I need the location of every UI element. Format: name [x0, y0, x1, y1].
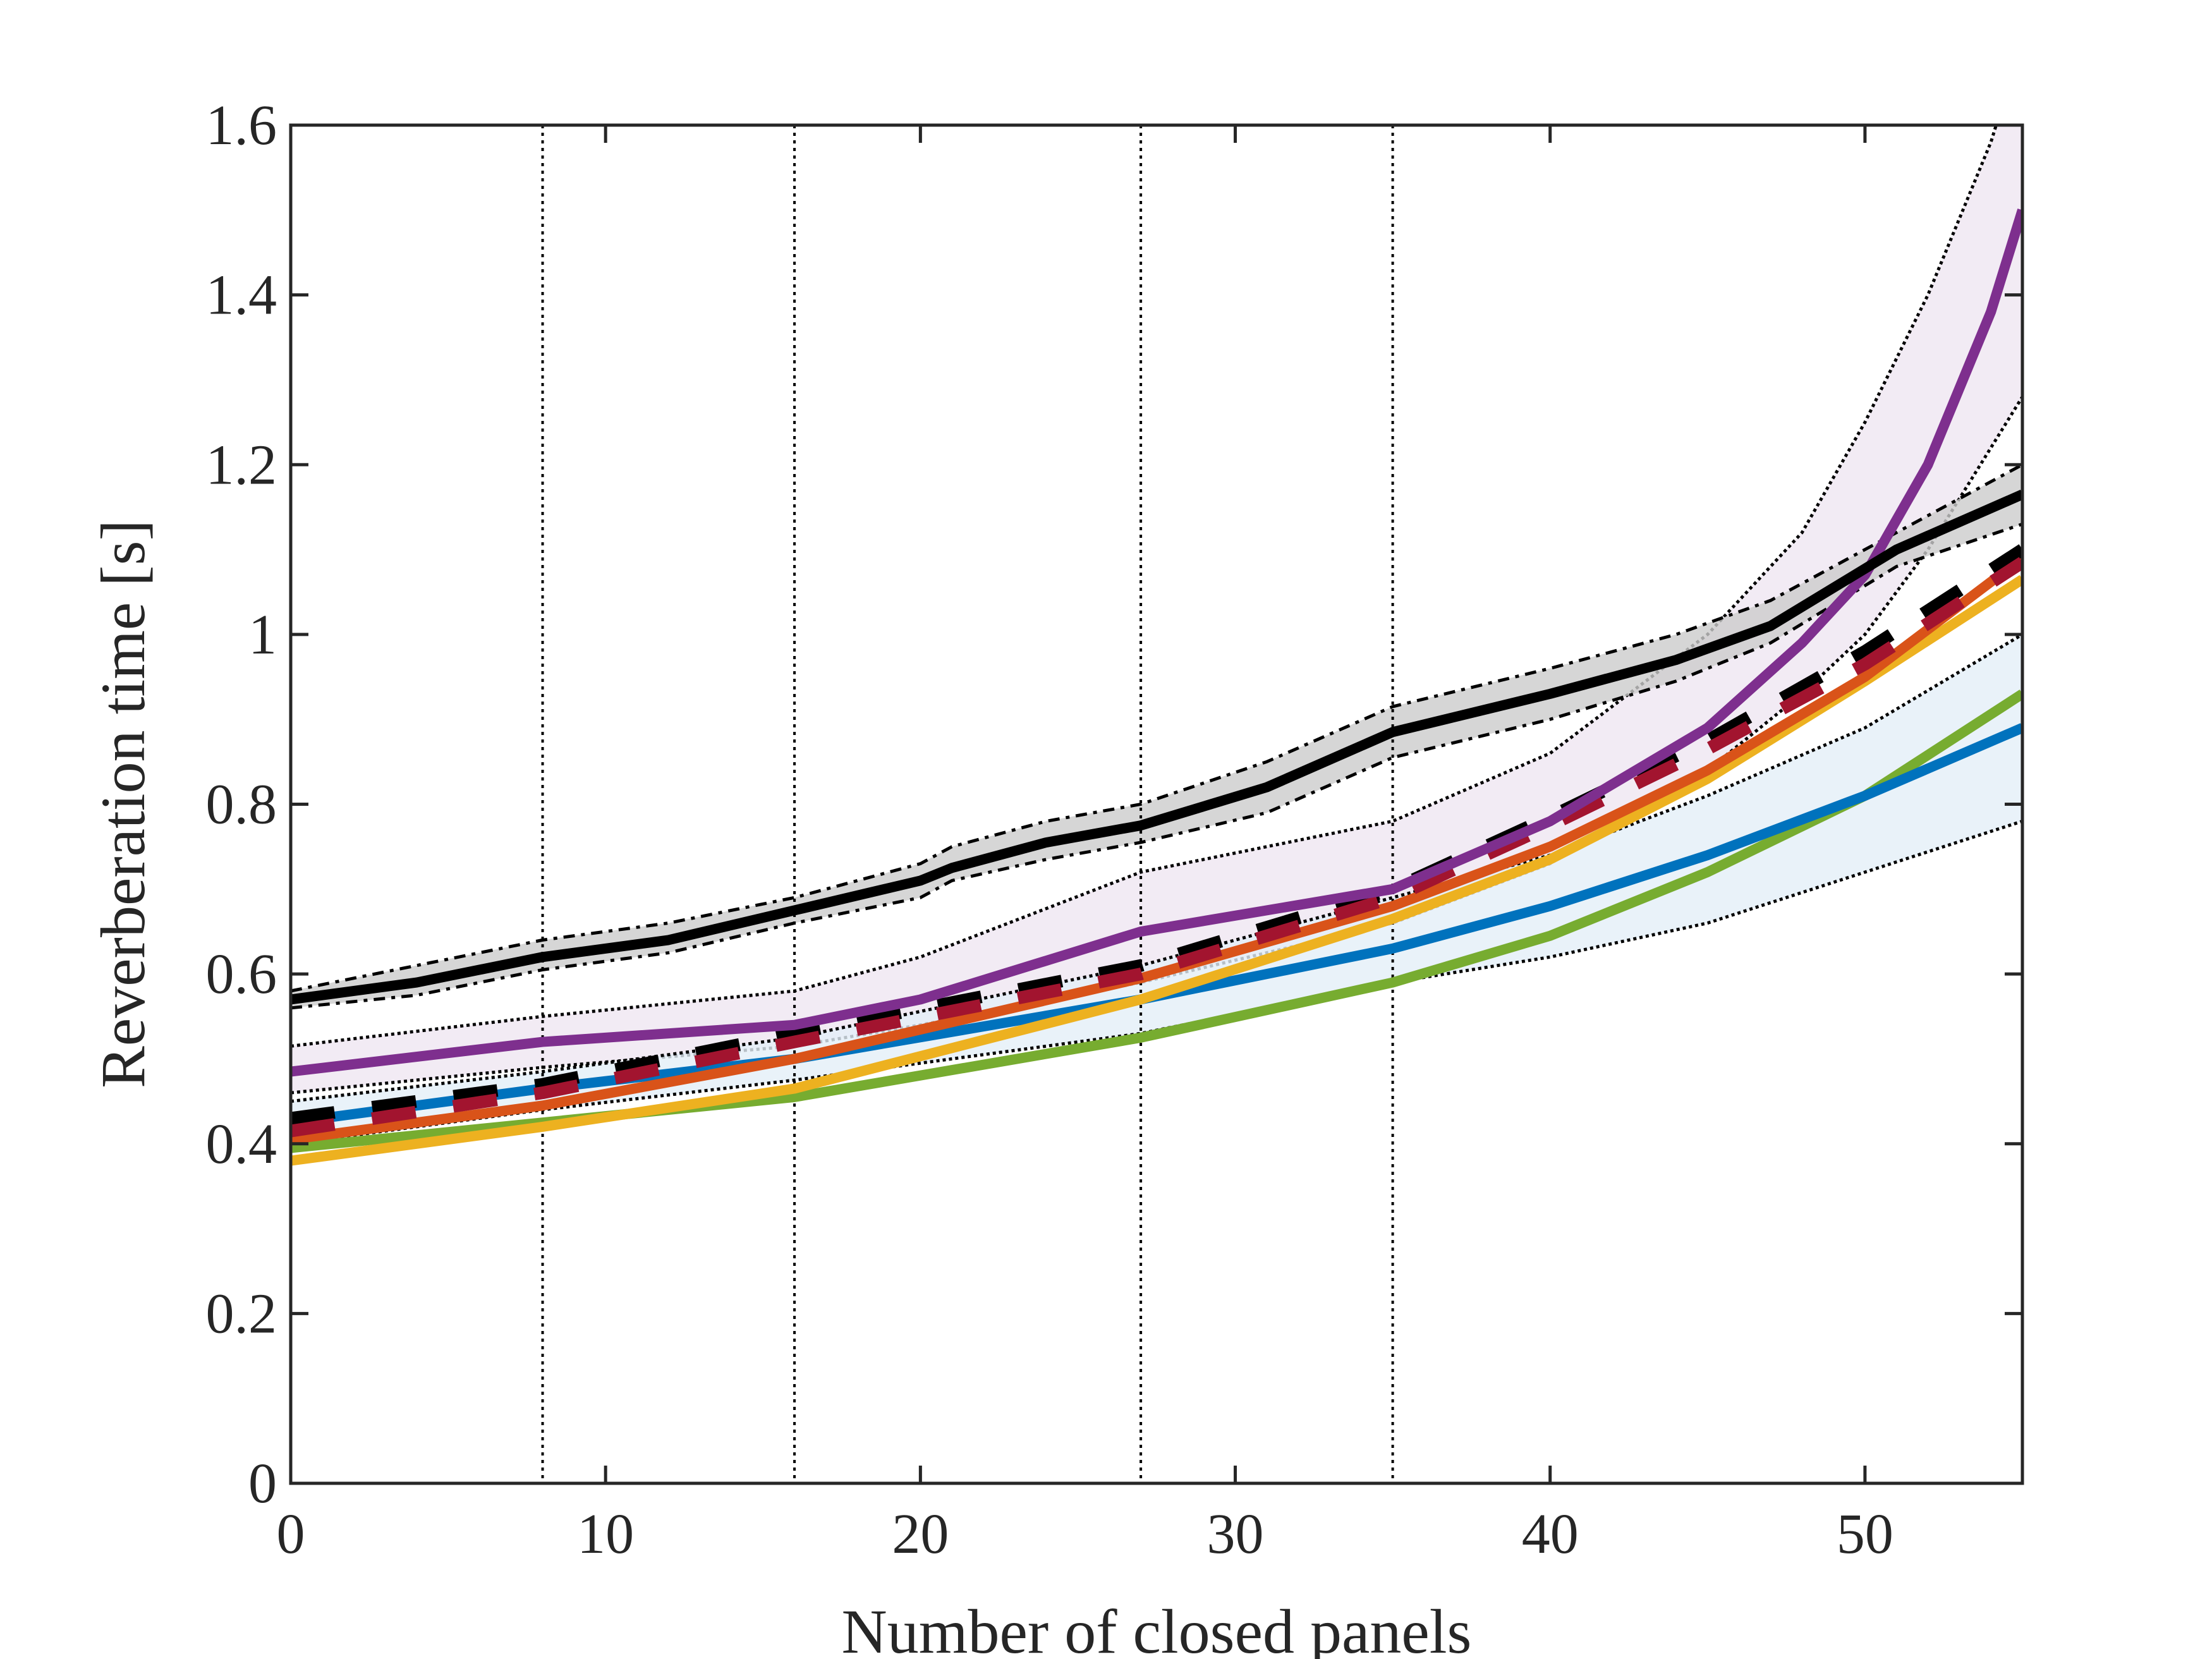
- y-tick-label: 1.6: [206, 94, 277, 157]
- x-tick-label: 10: [577, 1503, 634, 1565]
- series-line-5: [291, 557, 2022, 1138]
- x-tick-label: 20: [892, 1503, 949, 1565]
- y-tick-label: 0.4: [206, 1113, 277, 1176]
- band-lower-2: [291, 522, 2022, 1010]
- series-line-3: [291, 554, 2022, 1145]
- y-axis-label: Reverberation time [s]: [88, 520, 158, 1088]
- x-tick-label: 50: [1837, 1503, 1893, 1565]
- y-tick-label: 1.2: [206, 434, 277, 496]
- y-tick-label: 0.2: [206, 1282, 277, 1345]
- band-fill-0: [291, 125, 2022, 1093]
- y-tick-label: 0: [248, 1452, 277, 1515]
- vertical-markers: [541, 125, 1394, 1483]
- y-tick-label: 1: [248, 604, 277, 666]
- band-upper-2: [291, 463, 2022, 993]
- series-line-4: [291, 544, 2022, 1125]
- x-tick-label: 30: [1207, 1503, 1264, 1565]
- axes: 0 10 20 30 40 50 0 0.2 0.4 0.6 0.8 1 1.2 1.4 1.6: [206, 94, 2024, 1565]
- y-tick-label: 0.6: [206, 943, 277, 1006]
- series-line-6: [291, 208, 2022, 1077]
- x-axis-label: Number of closed panels: [842, 1596, 1472, 1659]
- series-line-7: [291, 489, 2022, 1005]
- x-tick-label: 0: [277, 1503, 305, 1565]
- band-upper-1: [291, 633, 2022, 1103]
- y-tick-label: 0.8: [206, 774, 277, 836]
- x-tick-label: 40: [1522, 1503, 1579, 1565]
- series-lines: [291, 208, 2022, 1166]
- y-tick-label: 1.4: [206, 264, 277, 327]
